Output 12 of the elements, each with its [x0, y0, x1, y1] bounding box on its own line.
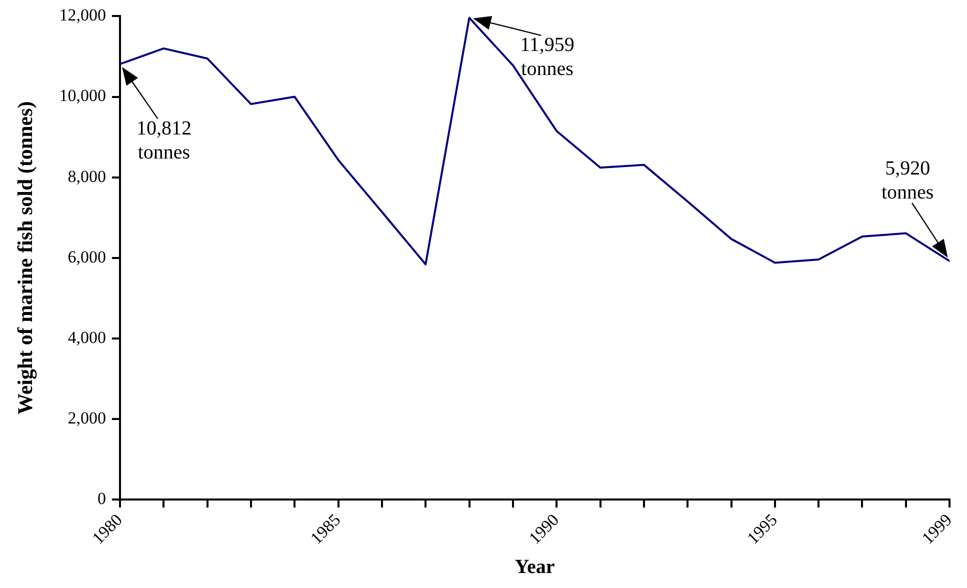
y-tick-label: 0: [97, 489, 106, 508]
y-tick-label: 10,000: [59, 86, 106, 106]
y-tick-label: 12,000: [59, 6, 106, 25]
annotation: 10,812 tonnes: [136, 117, 192, 164]
annotation: 11,959 tonnes: [520, 34, 574, 80]
y-tick-label: 2,000: [68, 408, 106, 428]
x-axis-title: Year: [514, 556, 555, 578]
y-axis-title: Weight of marine fish sold (tonnes): [13, 101, 38, 414]
y-tick-label: 8,000: [68, 166, 106, 186]
annotation: 5,920 tonnes: [881, 157, 934, 204]
y-tick-label: 6,000: [68, 247, 106, 266]
y-tick-label: 4,000: [68, 328, 106, 347]
